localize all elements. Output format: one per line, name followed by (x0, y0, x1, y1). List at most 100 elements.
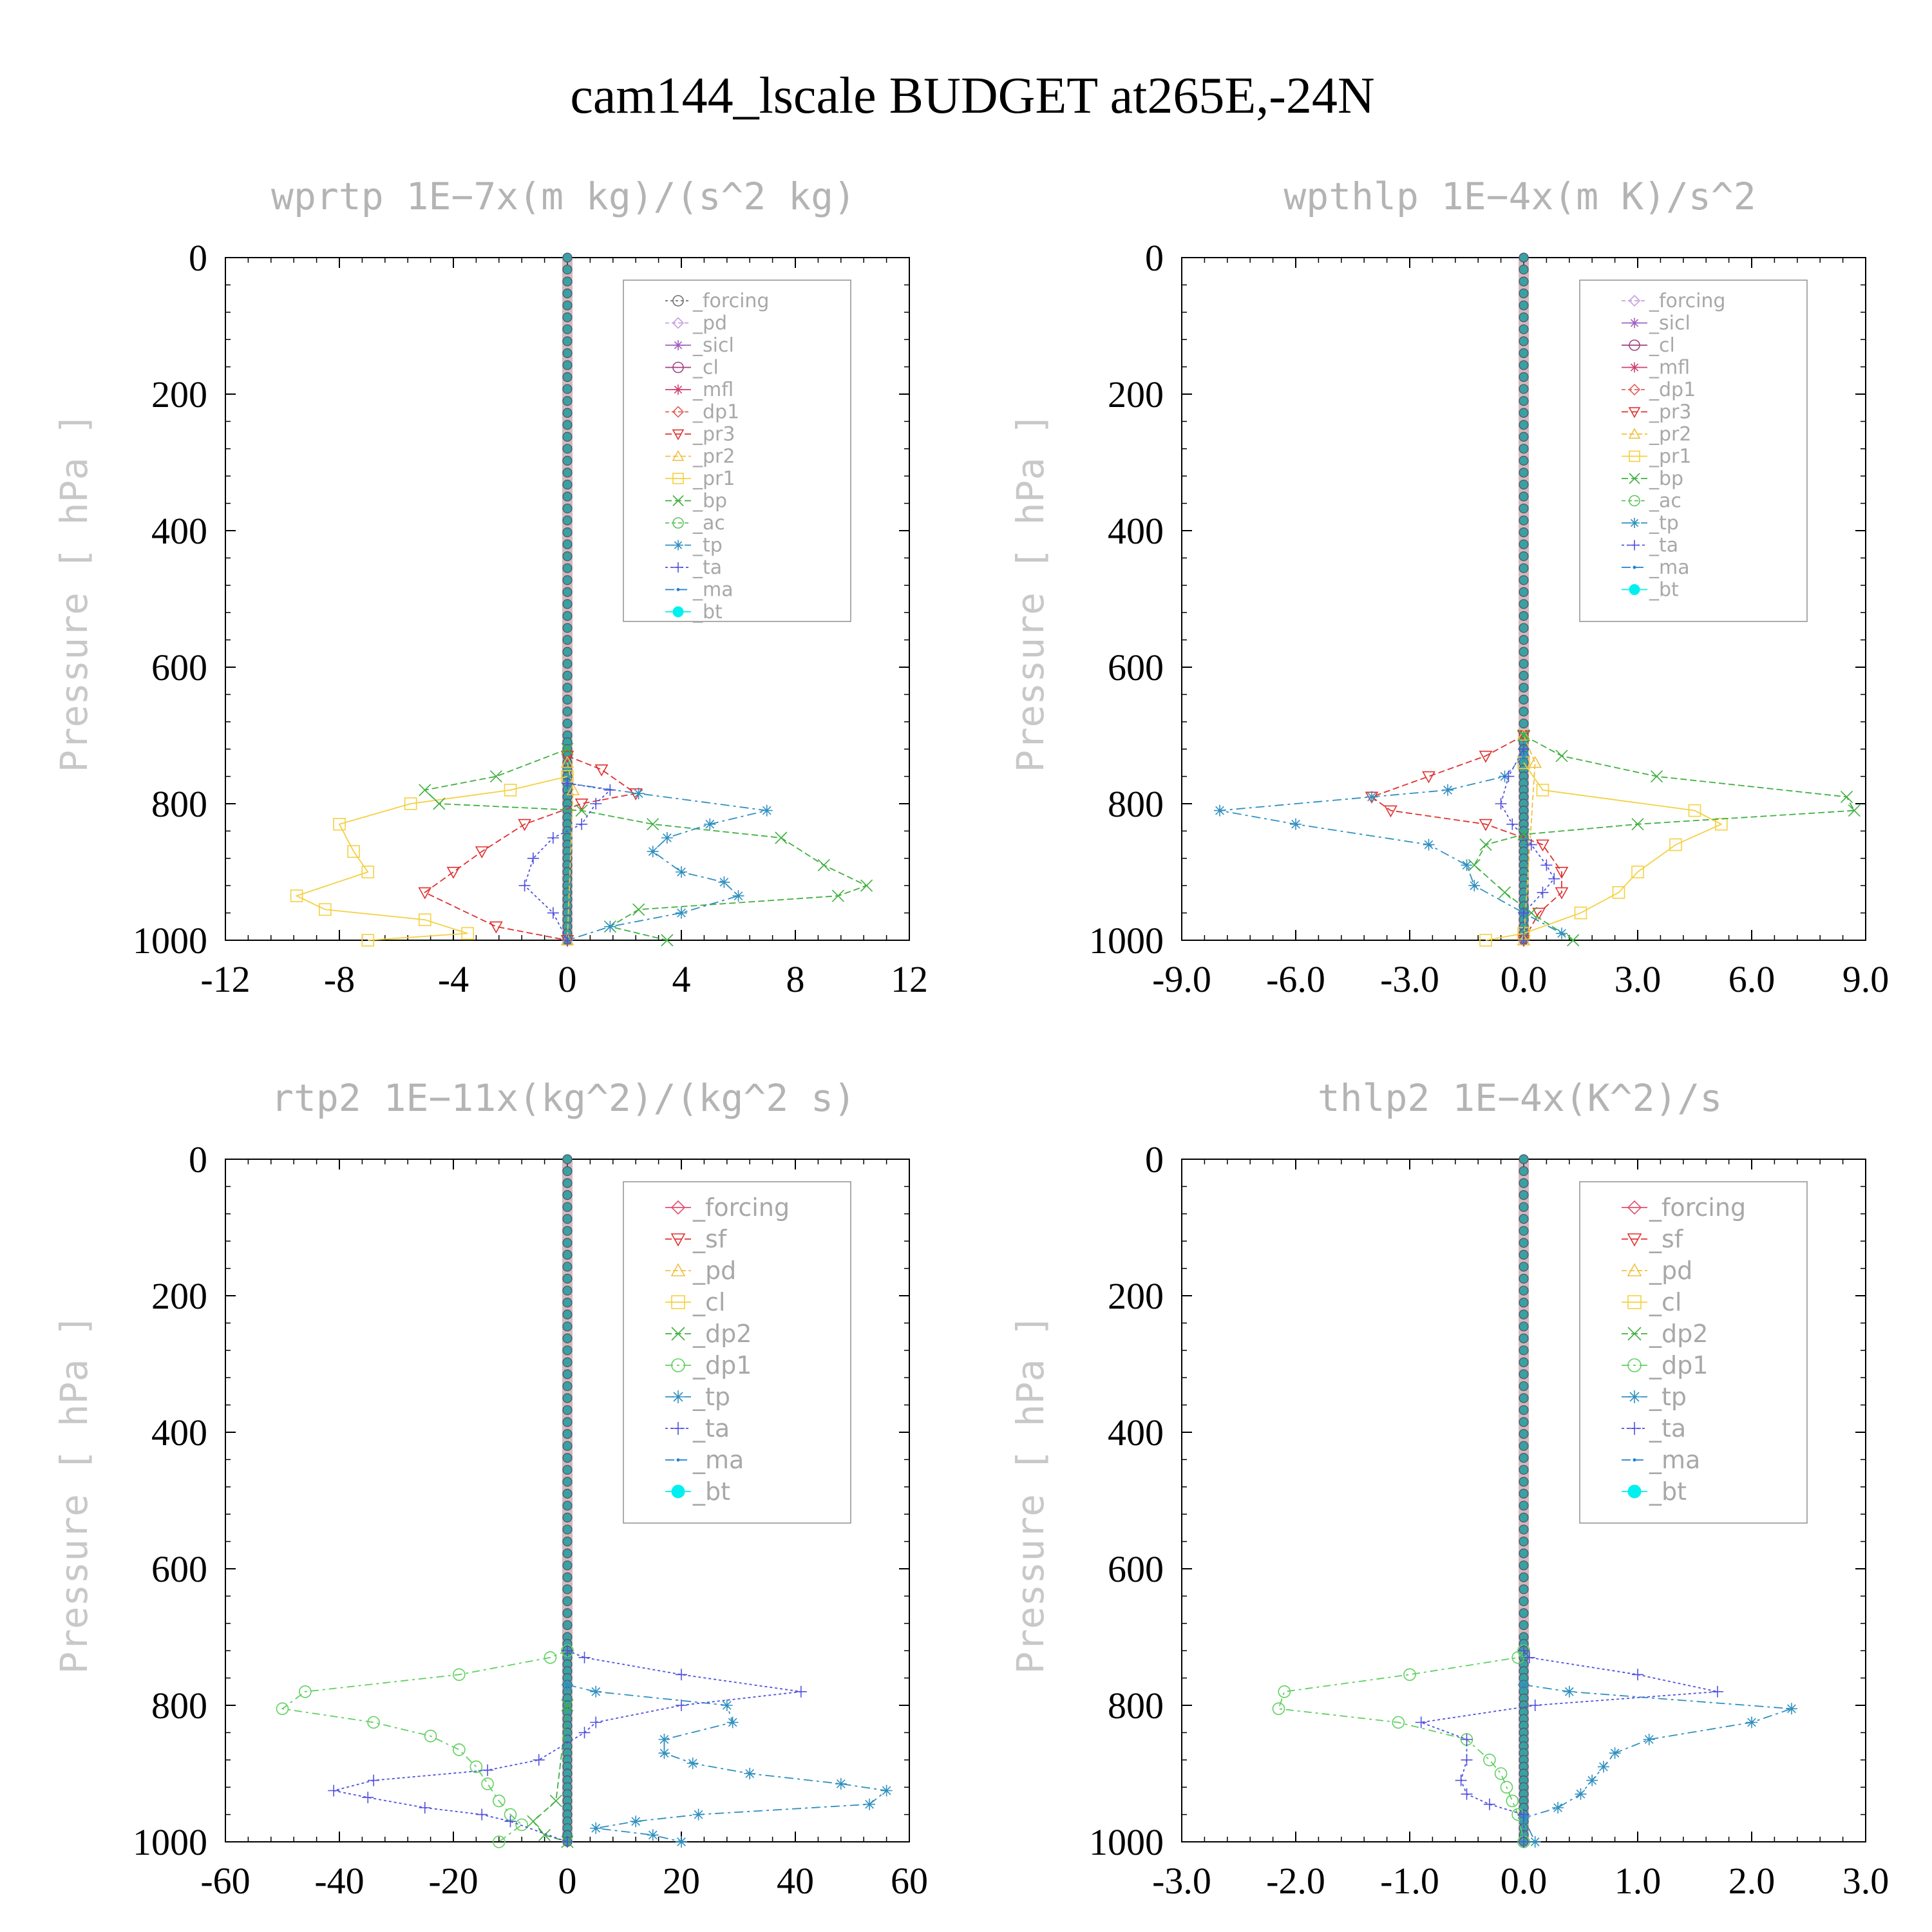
panel-title: wpthlp 1E−4x(m K)/s^2 (1283, 175, 1756, 218)
y-tick-label: 200 (1108, 374, 1164, 415)
data-point (590, 798, 602, 810)
legend-label: _tp (1649, 512, 1679, 535)
zero-line-marker (562, 276, 573, 287)
zero-line-marker (1519, 1202, 1529, 1212)
data-point (1461, 1734, 1473, 1745)
data-point (527, 1815, 540, 1828)
panel-thlp2: thlp2 1E−4x(K^2)/s Pressure [ hPa ] -3.0… (1009, 1076, 1889, 1902)
zero-line-marker (562, 1620, 573, 1631)
data-point (658, 1734, 670, 1745)
legend-item: _bt (665, 601, 723, 623)
data-point (860, 879, 873, 892)
y-tick-label: 400 (1108, 510, 1164, 552)
legend-label: _cl (692, 357, 719, 379)
zero-line-marker (1519, 455, 1529, 466)
legend-marker (672, 473, 684, 484)
x-tick-label: 9.0 (1842, 958, 1889, 1000)
data-point (647, 846, 659, 858)
legend-marker (672, 517, 684, 529)
data-point (880, 1785, 893, 1797)
zero-line-marker (562, 300, 573, 310)
zero-line-marker (1519, 1214, 1529, 1224)
data-point (647, 818, 659, 831)
zero-line-marker (562, 563, 573, 573)
data-point (504, 1815, 516, 1828)
zero-line-marker (1519, 444, 1529, 454)
legend-item: _mfl (1622, 357, 1690, 379)
legend-marker (672, 1390, 685, 1403)
zero-line-marker (562, 289, 573, 299)
legend-label: _forcing (692, 1193, 790, 1222)
y-axis-label: Pressure [ hPa ] (52, 413, 96, 773)
zero-line-marker (1519, 611, 1529, 621)
x-tick-label: 6.0 (1728, 958, 1776, 1000)
data-point (1500, 1781, 1513, 1794)
zero-line-marker (1519, 563, 1529, 573)
legend-label: _bt (692, 1477, 730, 1506)
legend-label: _ac (692, 512, 725, 535)
zero-line-marker (1519, 1548, 1529, 1558)
data-point (1532, 907, 1546, 920)
y-tick-label: 800 (151, 1685, 207, 1727)
legend-item: _cl (1622, 334, 1675, 357)
zero-line-marker (562, 623, 573, 633)
data-point (1597, 1761, 1609, 1773)
legend-label: _ac (1649, 490, 1681, 513)
data-point (1574, 906, 1587, 920)
data-point (1631, 866, 1644, 878)
x-tick-label: 2.0 (1728, 1860, 1776, 1902)
data-point (1518, 1645, 1530, 1657)
y-tick-label: 400 (151, 510, 207, 552)
data-point (1483, 1798, 1495, 1810)
data-point (347, 845, 360, 858)
y-tick-label: 1000 (1089, 1821, 1164, 1863)
x-tick-label: 0 (558, 1860, 577, 1902)
data-point (1517, 729, 1530, 742)
data-point (590, 1822, 602, 1834)
zero-line-marker (1519, 1238, 1529, 1248)
legend-label: _tp (692, 1383, 730, 1411)
legend-item: _forcing (1622, 290, 1725, 312)
zero-line-marker (562, 694, 573, 705)
legend-label: _ta (1649, 1414, 1686, 1443)
data-point (590, 1716, 602, 1728)
zero-line-marker (1519, 1369, 1529, 1379)
data-point (453, 1668, 466, 1681)
main-title: cam144_lscale BUDGET at265E,-24N (570, 68, 1374, 124)
zero-line-marker (1519, 718, 1529, 729)
legend-item: _forcing (665, 1193, 790, 1222)
series-line (567, 762, 574, 941)
legend-item: _sf (1622, 1225, 1684, 1253)
legend-label: _dp1 (692, 401, 739, 424)
data-point (433, 797, 446, 810)
data-point (1518, 907, 1530, 919)
series-line (567, 782, 767, 941)
legend-label: _sf (1649, 1225, 1684, 1253)
legend-item: _mfl (665, 379, 734, 401)
data-point (1612, 886, 1625, 899)
data-point (1518, 750, 1530, 762)
data-point (1290, 818, 1302, 830)
data-point (518, 880, 531, 892)
zero-line-marker (562, 1309, 573, 1320)
legend-marker (671, 1327, 685, 1341)
legend-marker (672, 406, 685, 418)
zero-line-marker (562, 1524, 573, 1535)
zero-line-marker (1519, 599, 1529, 609)
data-point (1495, 798, 1507, 810)
data-point (726, 1716, 739, 1728)
legend-item: _pd (665, 1256, 736, 1285)
zero-line-marker (562, 1584, 573, 1595)
data-point (562, 1679, 573, 1691)
data-point (1468, 880, 1481, 892)
zero-line-marker (562, 1154, 573, 1164)
data-point (367, 1716, 380, 1729)
legend-item: _dp2 (665, 1320, 752, 1348)
data-point (419, 784, 431, 797)
zero-line-marker (1519, 1345, 1529, 1356)
zero-line-marker (562, 1202, 573, 1212)
legend-label: _sicl (1649, 312, 1690, 335)
data-point (1461, 859, 1473, 871)
y-tick-label: 0 (189, 1139, 207, 1180)
legend-item: _dp1 (1622, 1351, 1708, 1379)
